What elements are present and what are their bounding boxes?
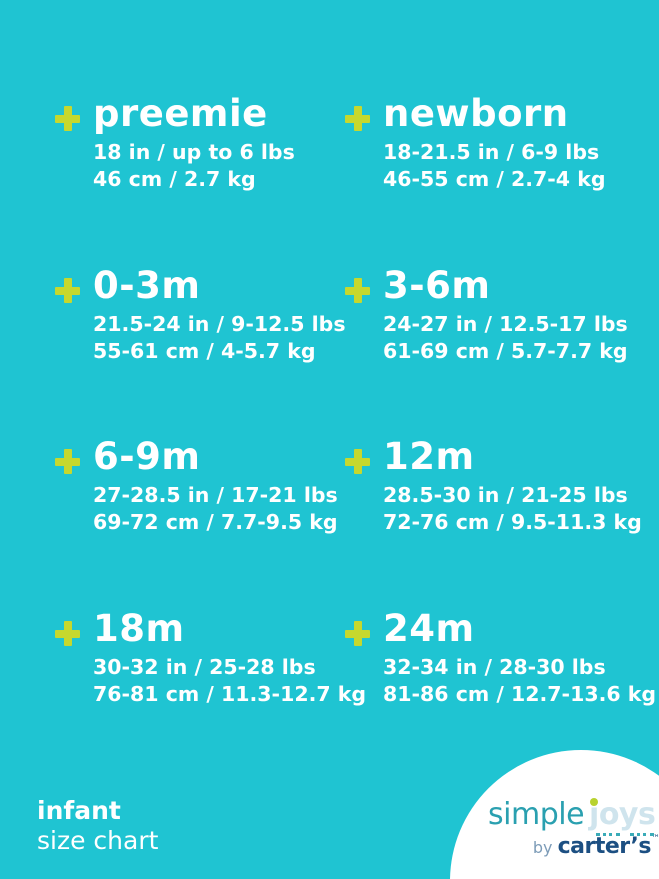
stitch-dots-icon — [596, 833, 620, 836]
size-metric: 46-55 cm / 2.7-4 kg — [383, 167, 606, 191]
brand-wordmark: simple joys — [488, 798, 659, 832]
brand-by-text: by — [532, 838, 553, 857]
size-entry-text: 24m 32-34 in / 28-30 lbs 81-86 cm / 12.7… — [383, 607, 656, 708]
size-entry-text: 3-6m 24-27 in / 12.5-17 lbs 61-69 cm / 5… — [383, 264, 628, 365]
size-label: 24m — [383, 607, 475, 650]
size-label: 3-6m — [383, 264, 491, 307]
chart-subtitle: size chart — [37, 826, 159, 855]
category-title: infant — [37, 796, 121, 825]
plus-icon — [55, 621, 80, 646]
size-entry-text: newborn 18-21.5 in / 6-9 lbs 46-55 cm / … — [383, 92, 606, 193]
size-entry-18m: 18m 30-32 in / 25-28 lbs 76-81 cm / 11.3… — [55, 607, 366, 708]
plus-icon — [345, 106, 370, 131]
size-imperial: 32-34 in / 28-30 lbs — [383, 655, 606, 679]
plus-icon — [55, 106, 80, 131]
stitch-dots-icon — [630, 833, 654, 836]
size-metric: 81-86 cm / 12.7-13.6 kg — [383, 682, 657, 706]
plus-icon — [345, 621, 370, 646]
size-label: preemie — [93, 92, 268, 135]
size-metric: 76-81 cm / 11.3-12.7 kg — [93, 682, 367, 706]
size-entry-text: preemie 18 in / up to 6 lbs 46 cm / 2.7 … — [93, 92, 295, 193]
size-imperial: 18-21.5 in / 6-9 lbs — [383, 140, 600, 164]
size-imperial: 18 in / up to 6 lbs — [93, 140, 295, 164]
size-metric: 55-61 cm / 4-5.7 kg — [93, 339, 316, 363]
brand-joys-text: joys — [589, 797, 656, 832]
chart-footer: infant size chart — [37, 796, 158, 856]
size-label: 12m — [383, 435, 475, 478]
size-entry-6-9m: 6-9m 27-28.5 in / 17-21 lbs 69-72 cm / 7… — [55, 435, 338, 536]
size-entry-preemie: preemie 18 in / up to 6 lbs 46 cm / 2.7 … — [55, 92, 295, 193]
size-entry-text: 0-3m 21.5-24 in / 9-12.5 lbs 55-61 cm / … — [93, 264, 346, 365]
size-metric: 61-69 cm / 5.7-7.7 kg — [383, 339, 628, 363]
size-metric: 69-72 cm / 7.7-9.5 kg — [93, 510, 338, 534]
size-imperial: 28.5-30 in / 21-25 lbs — [383, 483, 628, 507]
size-imperial: 27-28.5 in / 17-21 lbs — [93, 483, 338, 507]
brand-logo: simple joys by carter’s™ — [488, 798, 659, 860]
size-label: 0-3m — [93, 264, 201, 307]
size-label: 18m — [93, 607, 185, 650]
size-imperial: 30-32 in / 25-28 lbs — [93, 655, 316, 679]
brand-carters-text: carter’s — [557, 834, 652, 859]
size-label: newborn — [383, 92, 569, 135]
size-entry-24m: 24m 32-34 in / 28-30 lbs 81-86 cm / 12.7… — [345, 607, 656, 708]
trademark-mark: ™ — [651, 834, 659, 844]
size-metric: 72-76 cm / 9.5-11.3 kg — [383, 510, 642, 534]
size-imperial: 21.5-24 in / 9-12.5 lbs — [93, 312, 346, 336]
size-entry-0-3m: 0-3m 21.5-24 in / 9-12.5 lbs 55-61 cm / … — [55, 264, 346, 365]
size-entry-12m: 12m 28.5-30 in / 21-25 lbs 72-76 cm / 9.… — [345, 435, 642, 536]
brand-simple-text: simple — [488, 797, 585, 832]
plus-icon — [55, 278, 80, 303]
plus-icon — [345, 278, 370, 303]
size-entry-text: 18m 30-32 in / 25-28 lbs 76-81 cm / 11.3… — [93, 607, 366, 708]
size-imperial: 24-27 in / 12.5-17 lbs — [383, 312, 628, 336]
brand-byline: by carter’s™ — [488, 834, 659, 859]
size-entry-text: 12m 28.5-30 in / 21-25 lbs 72-76 cm / 9.… — [383, 435, 642, 536]
size-entry-newborn: newborn 18-21.5 in / 6-9 lbs 46-55 cm / … — [345, 92, 606, 193]
size-metric: 46 cm / 2.7 kg — [93, 167, 256, 191]
size-label: 6-9m — [93, 435, 201, 478]
j-dot-icon — [590, 798, 599, 806]
size-entry-text: 6-9m 27-28.5 in / 17-21 lbs 69-72 cm / 7… — [93, 435, 338, 536]
plus-icon — [345, 449, 370, 474]
plus-icon — [55, 449, 80, 474]
size-entry-3-6m: 3-6m 24-27 in / 12.5-17 lbs 61-69 cm / 5… — [345, 264, 628, 365]
